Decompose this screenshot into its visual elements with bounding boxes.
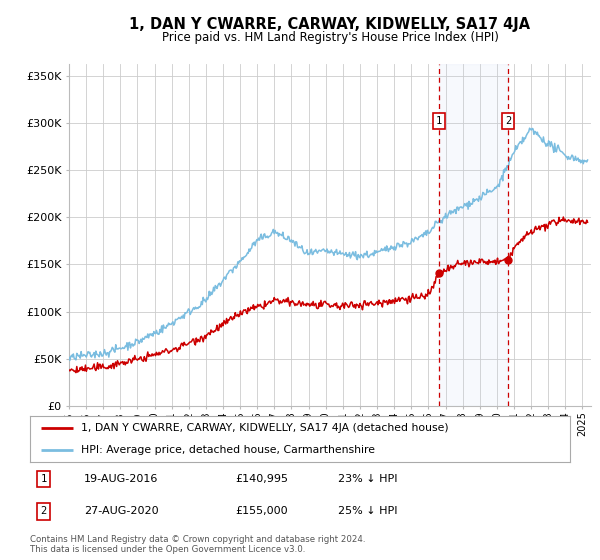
Text: HPI: Average price, detached house, Carmarthenshire: HPI: Average price, detached house, Carm… (82, 445, 376, 455)
Text: £155,000: £155,000 (235, 506, 288, 516)
Text: 23% ↓ HPI: 23% ↓ HPI (338, 474, 397, 484)
Text: 25% ↓ HPI: 25% ↓ HPI (338, 506, 397, 516)
Text: £140,995: £140,995 (235, 474, 288, 484)
Text: Contains HM Land Registry data © Crown copyright and database right 2024.
This d: Contains HM Land Registry data © Crown c… (30, 535, 365, 554)
Text: 19-AUG-2016: 19-AUG-2016 (84, 474, 158, 484)
Text: 1, DAN Y CWARRE, CARWAY, KIDWELLY, SA17 4JA (detached house): 1, DAN Y CWARRE, CARWAY, KIDWELLY, SA17 … (82, 423, 449, 433)
Bar (439, 64, 508, 406)
Text: 1: 1 (40, 474, 47, 484)
Text: 1, DAN Y CWARRE, CARWAY, KIDWELLY, SA17 4JA: 1, DAN Y CWARRE, CARWAY, KIDWELLY, SA17 … (130, 17, 530, 32)
Text: 2: 2 (40, 506, 47, 516)
Text: 27-AUG-2020: 27-AUG-2020 (84, 506, 158, 516)
Text: Price paid vs. HM Land Registry's House Price Index (HPI): Price paid vs. HM Land Registry's House … (161, 31, 499, 44)
Text: 2: 2 (505, 116, 511, 126)
Text: 1: 1 (436, 116, 442, 126)
